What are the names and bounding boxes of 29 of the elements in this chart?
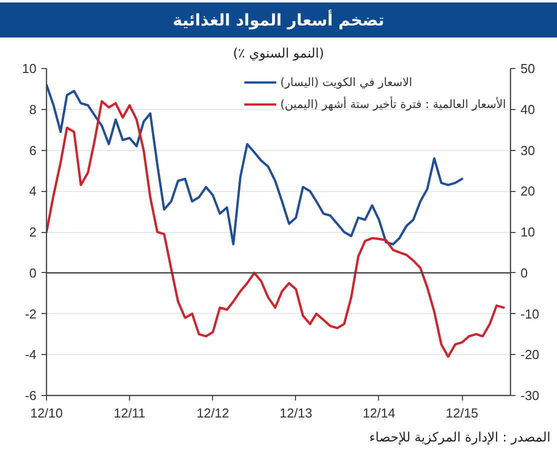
x-tick-label: 12/13 <box>280 406 312 420</box>
y-tick-label: 8 <box>29 102 37 117</box>
y2-tick-label: -10 <box>520 306 540 322</box>
y2-tick-label: 10 <box>520 224 535 240</box>
text: المصدر : الإدارة المركزية للإحصاء <box>369 430 551 446</box>
y-tick-label: 4 <box>29 184 37 199</box>
chart-subtitle: (النمو السنوي ٪) <box>232 46 324 62</box>
y2-tick-label: 0 <box>520 265 528 280</box>
legend-label: الأسعار العالمية : فترة تأخير ستة أشهر (اليمين) <box>280 97 506 111</box>
y2-tick-label: 30 <box>520 142 535 158</box>
x-tick-label: 12/12 <box>196 406 230 420</box>
y-tick-label: -2 <box>24 306 37 322</box>
y2-tick-label: 40 <box>520 102 535 117</box>
y2-tick-label: 50 <box>520 61 535 76</box>
y2-tick-label: -20 <box>520 347 540 362</box>
chart-title: تضخم أسعار المواد الغذائية <box>172 10 384 30</box>
y2-tick-label: -30 <box>520 388 540 403</box>
y-tick-label: 2 <box>29 224 37 240</box>
y-tick-label: 6 <box>29 142 37 158</box>
legend-label: الاسعار في الكويت (اليسار) <box>280 75 412 89</box>
y-tick-label: -4 <box>24 347 37 362</box>
y2-tick-label: 20 <box>520 184 535 199</box>
x-tick-label: 12/14 <box>362 406 396 420</box>
x-tick-label: 12/15 <box>446 406 478 420</box>
x-tick-label: 12/11 <box>114 406 146 420</box>
y-tick-label: 10 <box>22 61 37 76</box>
x-tick-label: 12/10 <box>30 406 63 420</box>
y-tick-label: -6 <box>24 388 37 403</box>
y-tick-label: 0 <box>29 265 37 280</box>
